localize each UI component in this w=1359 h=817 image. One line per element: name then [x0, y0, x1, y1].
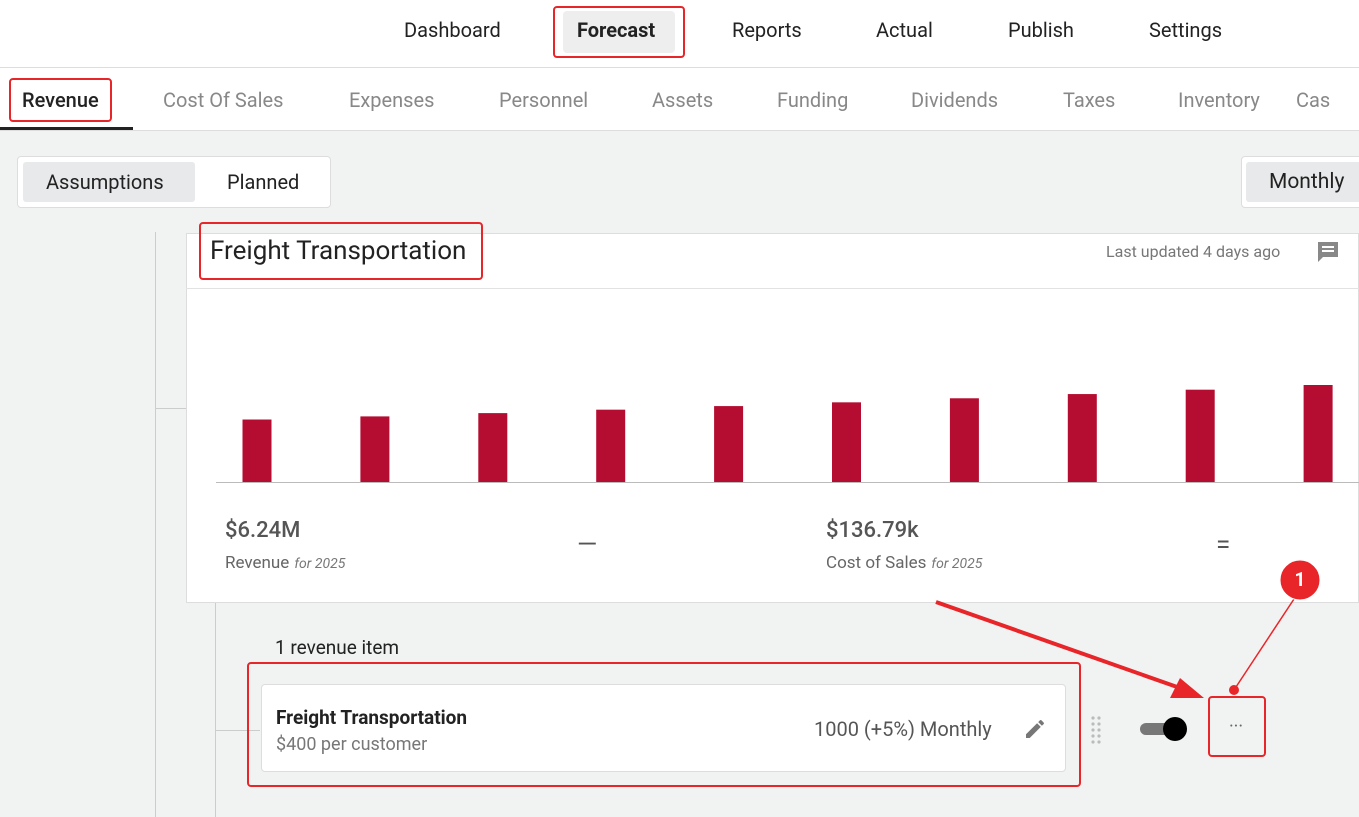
tab[interactable]: Inventory	[1178, 88, 1260, 112]
bar	[949, 398, 979, 482]
drag-handle[interactable]	[1090, 714, 1104, 746]
tab-underline	[0, 127, 133, 130]
bar	[832, 402, 861, 482]
highlight	[553, 6, 685, 58]
period[interactable]: Monthly	[1269, 170, 1345, 194]
nav-item[interactable]: Dashboard	[404, 18, 501, 42]
bar	[596, 409, 626, 482]
operator: —	[577, 530, 598, 560]
stat-label: Cost of Sales	[826, 553, 927, 573]
tree-line	[155, 232, 156, 817]
tab[interactable]: Cas	[1296, 88, 1331, 112]
summary: 1 revenue item	[275, 636, 400, 659]
annotation-label: 1	[1294, 568, 1306, 591]
bar	[714, 406, 744, 482]
bar	[478, 413, 508, 482]
toggle-option[interactable]: Assumptions	[46, 170, 164, 194]
tab[interactable]: Personnel	[499, 88, 589, 112]
tab[interactable]: Funding	[777, 88, 849, 112]
comment-icon[interactable]	[1316, 240, 1340, 264]
card-title: Freight Transportation	[210, 236, 467, 266]
nav-item[interactable]: Actual	[876, 18, 933, 42]
chart	[216, 385, 1359, 483]
tab[interactable]: Expenses	[349, 88, 435, 112]
toggle-active-bg	[23, 162, 195, 202]
item-detail: $400 per customer	[276, 734, 428, 755]
bar	[242, 419, 272, 482]
stat-period: for 2025	[931, 556, 983, 572]
highlight	[9, 78, 112, 122]
more-button[interactable]: ···	[1228, 716, 1244, 737]
highlight	[1208, 696, 1266, 757]
switch[interactable]	[1138, 714, 1190, 744]
nav-item[interactable]: Forecast	[577, 18, 656, 42]
active-nav-bg	[563, 11, 675, 53]
item-name: Freight Transportation	[276, 706, 468, 729]
nav-item[interactable]: Reports	[732, 18, 802, 42]
bar	[1303, 385, 1333, 482]
nav-item[interactable]: Publish	[1008, 18, 1074, 42]
bar	[1185, 389, 1215, 482]
divider	[186, 288, 1359, 289]
toggle-option[interactable]: Planned	[227, 170, 300, 194]
tab[interactable]: Dividends	[911, 88, 999, 112]
operator: =	[1216, 530, 1231, 560]
bar	[1067, 394, 1097, 482]
edit-icon[interactable]	[1023, 717, 1047, 741]
nav-item[interactable]: Settings	[1149, 18, 1223, 42]
tab[interactable]: Assets	[652, 88, 714, 112]
tree-line	[215, 730, 260, 731]
stat-period: for 2025	[294, 556, 346, 572]
tab[interactable]: Revenue	[22, 88, 99, 112]
highlight	[199, 222, 483, 280]
item-card[interactable]	[261, 684, 1066, 772]
tab[interactable]: Cost Of Sales	[163, 88, 284, 112]
updated: Last updated 4 days ago	[1106, 242, 1281, 261]
stat-label: Revenue	[225, 553, 290, 573]
tab[interactable]: Taxes	[1063, 88, 1116, 112]
bar	[360, 416, 390, 482]
item-rate: 1000 (+5%) Monthly	[814, 717, 992, 741]
stat-value: $136.79k	[826, 518, 919, 543]
tree-line	[215, 603, 216, 817]
tab-bar	[0, 68, 1359, 131]
highlight	[247, 662, 1081, 787]
period-bg	[1246, 162, 1359, 202]
stat-value: $6.24M	[225, 518, 301, 543]
tree-line	[155, 408, 186, 409]
